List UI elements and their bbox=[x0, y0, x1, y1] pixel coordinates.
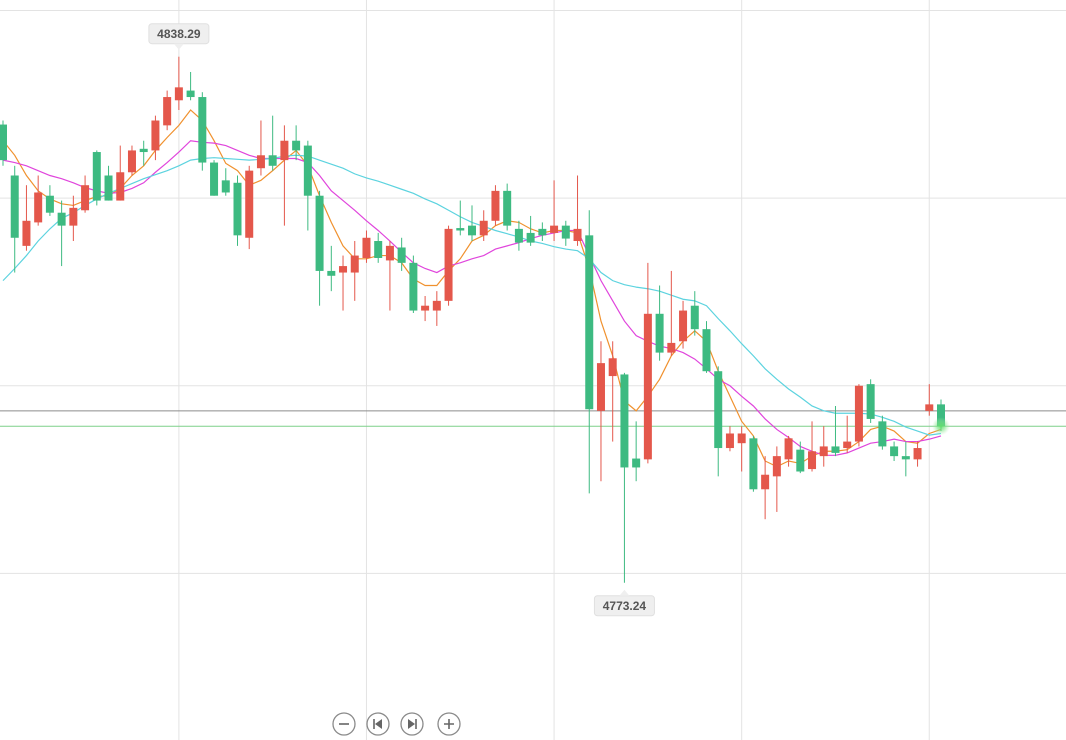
candle-body bbox=[866, 384, 875, 419]
candle-body bbox=[233, 182, 242, 236]
candle-body bbox=[397, 247, 406, 263]
candle-body bbox=[761, 474, 770, 490]
ma-line bbox=[2, 140, 942, 456]
candle-body bbox=[34, 192, 43, 223]
zoom-out-button[interactable] bbox=[332, 712, 356, 736]
candle-body bbox=[608, 358, 617, 377]
zoom-in-button[interactable] bbox=[437, 712, 461, 736]
candle-body bbox=[385, 245, 394, 261]
candle-body bbox=[643, 313, 652, 460]
candle-body bbox=[374, 241, 383, 258]
candle-body bbox=[620, 374, 629, 468]
candle-body bbox=[409, 262, 418, 311]
candle-body bbox=[151, 120, 160, 151]
candle-body bbox=[210, 162, 219, 196]
candle-body bbox=[514, 228, 523, 243]
candle-body bbox=[831, 446, 840, 453]
candles bbox=[0, 56, 950, 583]
candle-body bbox=[127, 150, 136, 173]
candle-body bbox=[526, 232, 535, 243]
candle-body bbox=[139, 148, 148, 153]
candle-body bbox=[292, 140, 301, 151]
candle-body bbox=[667, 342, 676, 353]
candle-body bbox=[702, 329, 711, 372]
candle-body bbox=[45, 195, 54, 213]
candle-body bbox=[784, 438, 793, 460]
candle-body bbox=[854, 385, 863, 442]
candle-body bbox=[221, 180, 230, 193]
candle-body bbox=[327, 270, 336, 276]
candle-body bbox=[22, 220, 31, 246]
candle-body bbox=[772, 456, 781, 477]
annotation-label: 4838.29 bbox=[157, 27, 201, 41]
candle-body bbox=[268, 155, 277, 166]
candle-body bbox=[432, 300, 441, 311]
candle-body bbox=[573, 228, 582, 242]
candle-body bbox=[339, 266, 348, 273]
candle-body bbox=[561, 225, 570, 239]
candle-body bbox=[104, 175, 113, 201]
candle-body bbox=[69, 207, 78, 226]
candle-body bbox=[632, 458, 641, 468]
annotation-label: 4773.24 bbox=[603, 599, 647, 613]
candle-body bbox=[890, 446, 899, 457]
candle-body bbox=[468, 225, 476, 236]
annotation-box bbox=[148, 23, 210, 45]
candle-body bbox=[174, 87, 183, 101]
candle-body bbox=[749, 438, 758, 490]
candle-body bbox=[596, 363, 605, 411]
zoom-controls bbox=[332, 712, 461, 736]
candle-body bbox=[245, 170, 254, 238]
candle-body bbox=[843, 441, 852, 449]
candle-body bbox=[655, 313, 664, 353]
ma-line bbox=[2, 154, 942, 436]
candle-body bbox=[819, 446, 828, 457]
candle-body bbox=[350, 255, 359, 273]
candle-body bbox=[303, 145, 312, 196]
candle-body bbox=[444, 228, 453, 301]
candle-body bbox=[491, 190, 500, 221]
candle-body bbox=[725, 433, 734, 449]
annotation-pointer bbox=[619, 589, 630, 596]
candle-body bbox=[362, 237, 371, 258]
candle-body bbox=[585, 235, 594, 410]
candle-body bbox=[503, 190, 512, 226]
candle-body bbox=[456, 228, 465, 231]
last-price-glow bbox=[932, 417, 950, 436]
candle-body bbox=[690, 305, 699, 330]
candle-body bbox=[714, 371, 723, 449]
candle-body bbox=[116, 172, 125, 201]
labels: 4838.29 4773.24 bbox=[148, 23, 655, 617]
candle-body bbox=[538, 228, 547, 236]
candle-body bbox=[186, 90, 195, 98]
go-end-button[interactable] bbox=[400, 712, 424, 736]
candle-body bbox=[737, 433, 746, 444]
candle-body bbox=[0, 124, 7, 161]
candle-body bbox=[479, 220, 488, 236]
candle-body bbox=[315, 195, 324, 271]
candle-body bbox=[937, 404, 945, 427]
candle-body bbox=[550, 225, 559, 233]
candle-body bbox=[925, 404, 934, 411]
candle-body bbox=[796, 449, 805, 472]
candle-body bbox=[163, 97, 172, 126]
candle-body bbox=[901, 456, 910, 460]
candle-body bbox=[679, 310, 688, 342]
candle-body bbox=[421, 305, 430, 311]
candle-body bbox=[198, 97, 207, 163]
candle-body bbox=[280, 140, 289, 161]
candle-body bbox=[256, 155, 265, 169]
candle-body bbox=[92, 152, 101, 201]
candle-body bbox=[878, 421, 887, 447]
candle-body bbox=[81, 185, 90, 211]
candle-body bbox=[808, 451, 817, 470]
candle-body bbox=[10, 175, 19, 238]
annotation-pointer bbox=[173, 43, 184, 50]
candle-body bbox=[57, 212, 66, 226]
go-start-button[interactable] bbox=[366, 712, 390, 736]
candle-body bbox=[913, 448, 922, 460]
